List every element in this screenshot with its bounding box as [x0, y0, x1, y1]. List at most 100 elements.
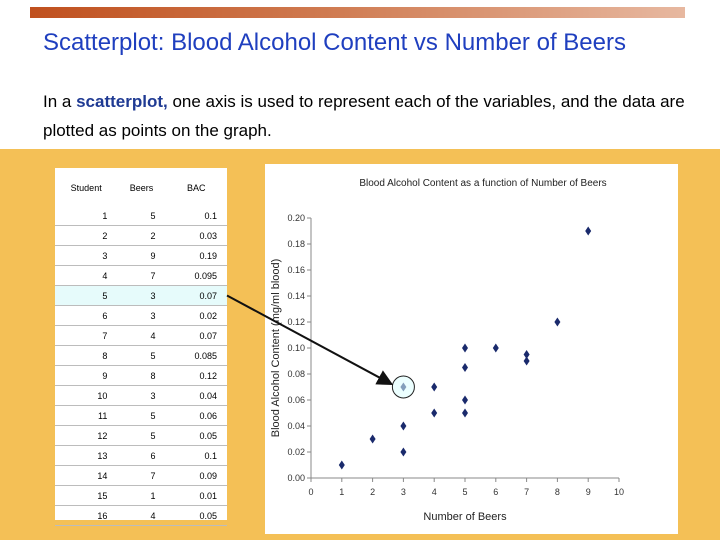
bac-cell: 0.04: [165, 385, 227, 406]
chart-title: Blood Alcohol Content as a function of N…: [359, 178, 606, 189]
y-tick-label: 0.12: [287, 317, 305, 327]
y-tick-label: 0.00: [287, 473, 305, 483]
table-row: 16 4 0.05: [55, 505, 227, 526]
data-table: Student Beers BAC 1 5 0.1 2 2 0.03 3 9 0.19 4 7 0.095…: [55, 168, 227, 526]
intro-keyword: scatterplot,: [76, 92, 168, 111]
data-point: [462, 363, 468, 372]
decorative-header-bar: [30, 7, 685, 18]
table-header-row: Student Beers BAC: [55, 168, 227, 206]
table-row: 4 7 0.095: [55, 265, 227, 286]
beers-header: Beers: [129, 183, 154, 193]
beers-cell: 9: [117, 245, 166, 266]
y-tick-label: 0.18: [287, 239, 305, 249]
slide-title: Scatterplot: Blood Alcohol Content vs Nu…: [43, 29, 626, 56]
y-tick-label: 0.10: [287, 343, 305, 353]
data-point: [462, 408, 468, 418]
data-point: [369, 434, 376, 444]
beers-cell: 5: [117, 405, 166, 426]
beers-cell: 1: [117, 485, 166, 506]
student-cell: 4: [55, 265, 118, 286]
beers-cell: 5: [117, 345, 166, 366]
scatter-chart: Blood Alcohol Content as a function of N…: [270, 178, 624, 523]
data-point: [431, 408, 438, 418]
bac-cell: 0.095: [165, 265, 227, 286]
bac-cell: 0.05: [165, 505, 227, 526]
beers-cell: 4: [117, 325, 166, 346]
data-point: [431, 382, 438, 392]
data-point: [523, 350, 530, 359]
bac-cell: 0.09: [165, 465, 227, 486]
student-cell: 6: [55, 305, 118, 326]
chart-panel: Blood Alcohol Content as a function of N…: [265, 164, 678, 534]
table-row: 2 2 0.03: [55, 225, 227, 246]
x-tick-label: 6: [493, 487, 498, 497]
x-tick-label: 5: [462, 487, 467, 497]
y-tick-label: 0.02: [287, 447, 305, 457]
student-cell: 16: [55, 505, 118, 526]
student-cell: 13: [55, 445, 118, 466]
beers-cell: 6: [117, 445, 166, 466]
data-table-panel: Student Beers BAC 1 5 0.1 2 2 0.03 3 9 0.19 4 7 0.095…: [55, 168, 227, 526]
bac-cell: 0.085: [165, 345, 227, 366]
y-tick-label: 0.14: [287, 291, 305, 301]
beers-cell: 7: [117, 265, 166, 286]
student-cell: 5: [55, 285, 118, 306]
bac-cell: 0.03: [165, 225, 227, 246]
bac-cell: 0.19: [165, 245, 227, 266]
table-row: 1 5 0.1: [55, 206, 227, 226]
x-tick-label: 8: [555, 487, 560, 497]
student-header: Student: [70, 183, 102, 193]
data-point: [462, 343, 468, 353]
beers-cell: 5: [117, 206, 166, 226]
data-point: [492, 343, 499, 353]
student-cell: 12: [55, 425, 118, 446]
student-cell: 11: [55, 405, 118, 426]
student-cell: 2: [55, 225, 118, 246]
y-tick-label: 0.04: [287, 421, 305, 431]
y-axis-label: Blood Alcohol Content (mg/ml blood): [270, 259, 282, 438]
bac-cell: 0.1: [165, 445, 227, 466]
bac-cell: 0.07: [165, 325, 227, 346]
table-body: 1 5 0.1 2 2 0.03 3 9 0.19 4 7 0.095 5 3 0.07 6 3 0.02 7 4 0.…: [55, 206, 227, 526]
student-cell: 3: [55, 245, 118, 266]
data-point: [400, 382, 407, 392]
y-tick-label: 0.16: [287, 265, 305, 275]
table-row: 14 7 0.09: [55, 465, 227, 486]
data-point: [523, 356, 530, 366]
table-row: 8 5 0.085: [55, 345, 227, 366]
x-tick-label: 4: [432, 487, 437, 497]
table-row: 6 3 0.02: [55, 305, 227, 326]
x-axis-label: Number of Beers: [423, 511, 507, 523]
table-row: 9 8 0.12: [55, 365, 227, 386]
x-tick-label: 1: [339, 487, 344, 497]
table-row: 12 5 0.05: [55, 425, 227, 446]
table-row: 13 6 0.1: [55, 445, 227, 466]
table-row: 5 3 0.07: [55, 285, 227, 306]
data-point: [585, 226, 592, 236]
data-point: [400, 421, 407, 431]
intro-rest: one axis is used to represent each of th…: [43, 92, 685, 140]
student-cell: 8: [55, 345, 118, 366]
data-point: [338, 460, 345, 470]
x-tick-label: 9: [586, 487, 591, 497]
data-point: [554, 317, 561, 327]
beers-cell: 3: [117, 385, 166, 406]
bac-header: BAC: [187, 183, 206, 193]
table-row: 10 3 0.04: [55, 385, 227, 406]
beers-cell: 3: [117, 305, 166, 326]
student-cell: 10: [55, 385, 118, 406]
intro-prefix: In a: [43, 92, 77, 111]
y-tick-label: 0.06: [287, 395, 305, 405]
student-cell: 1: [55, 206, 118, 226]
beers-cell: 4: [117, 505, 166, 526]
y-tick-label: 0.20: [287, 213, 305, 223]
student-cell: 9: [55, 365, 118, 386]
y-tick-label: 0.08: [287, 369, 305, 379]
student-cell: 7: [55, 325, 118, 346]
bac-cell: 0.05: [165, 425, 227, 446]
table-row: 7 4 0.07: [55, 325, 227, 346]
bac-cell: 0.12: [165, 365, 227, 386]
beers-cell: 3: [117, 285, 166, 306]
bac-cell: 0.1: [165, 206, 227, 226]
student-cell: 15: [55, 485, 118, 506]
